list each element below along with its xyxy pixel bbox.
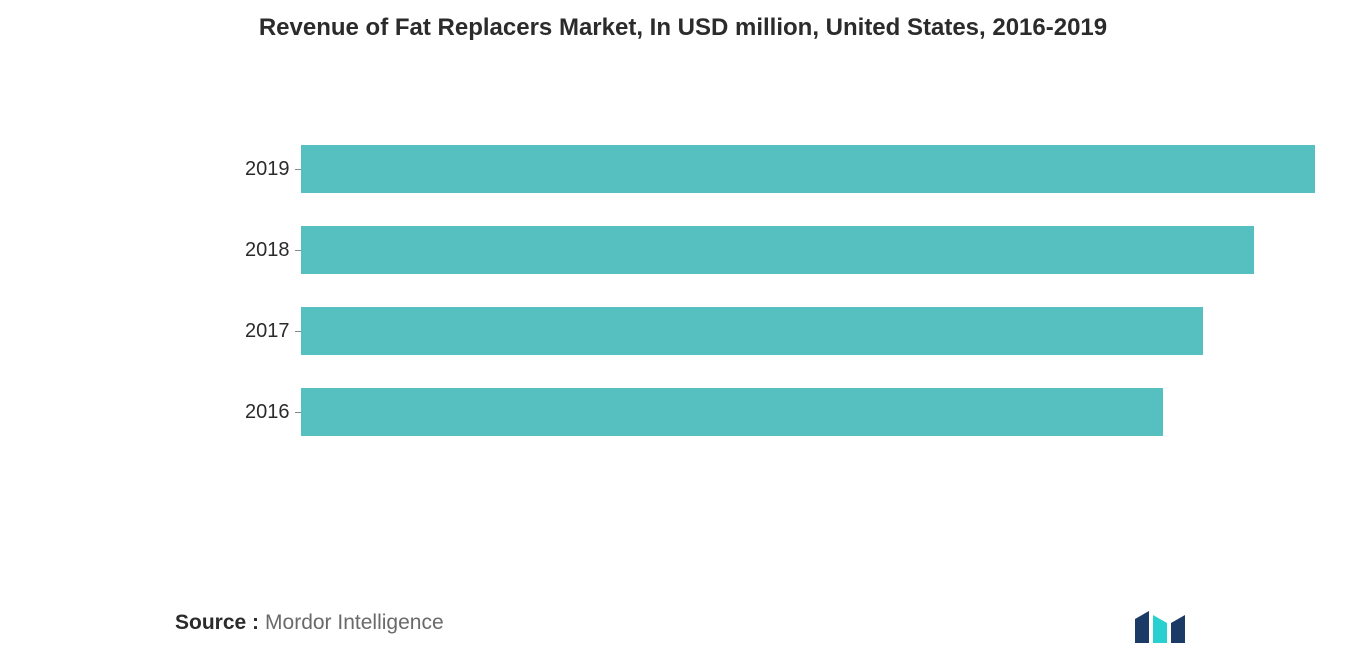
logo-bars: [1135, 611, 1185, 643]
bar-row: 2019: [245, 145, 1315, 193]
bar-row: 2016: [245, 388, 1315, 436]
y-tick-label: 2017: [245, 320, 295, 343]
bar-row: 2017: [245, 307, 1315, 355]
bar: [301, 226, 1254, 274]
y-axis: [301, 117, 302, 472]
chart-title: Revenue of Fat Replacers Market, In USD …: [0, 14, 1366, 42]
y-tick-label: 2019: [245, 158, 295, 181]
source-name: Mordor Intelligence: [265, 611, 444, 635]
bar-row: 2018: [245, 226, 1315, 274]
chart-source: Source : Mordor Intelligence: [175, 611, 444, 635]
brand-logo: [1135, 611, 1191, 643]
y-tick-label: 2016: [245, 401, 295, 424]
chart-plot-area: 2019 2018 2017 2016: [245, 145, 1315, 465]
y-tick-label: 2018: [245, 239, 295, 262]
bar: [301, 145, 1315, 193]
bar: [301, 388, 1163, 436]
bar: [301, 307, 1203, 355]
source-label: Source :: [175, 611, 259, 635]
